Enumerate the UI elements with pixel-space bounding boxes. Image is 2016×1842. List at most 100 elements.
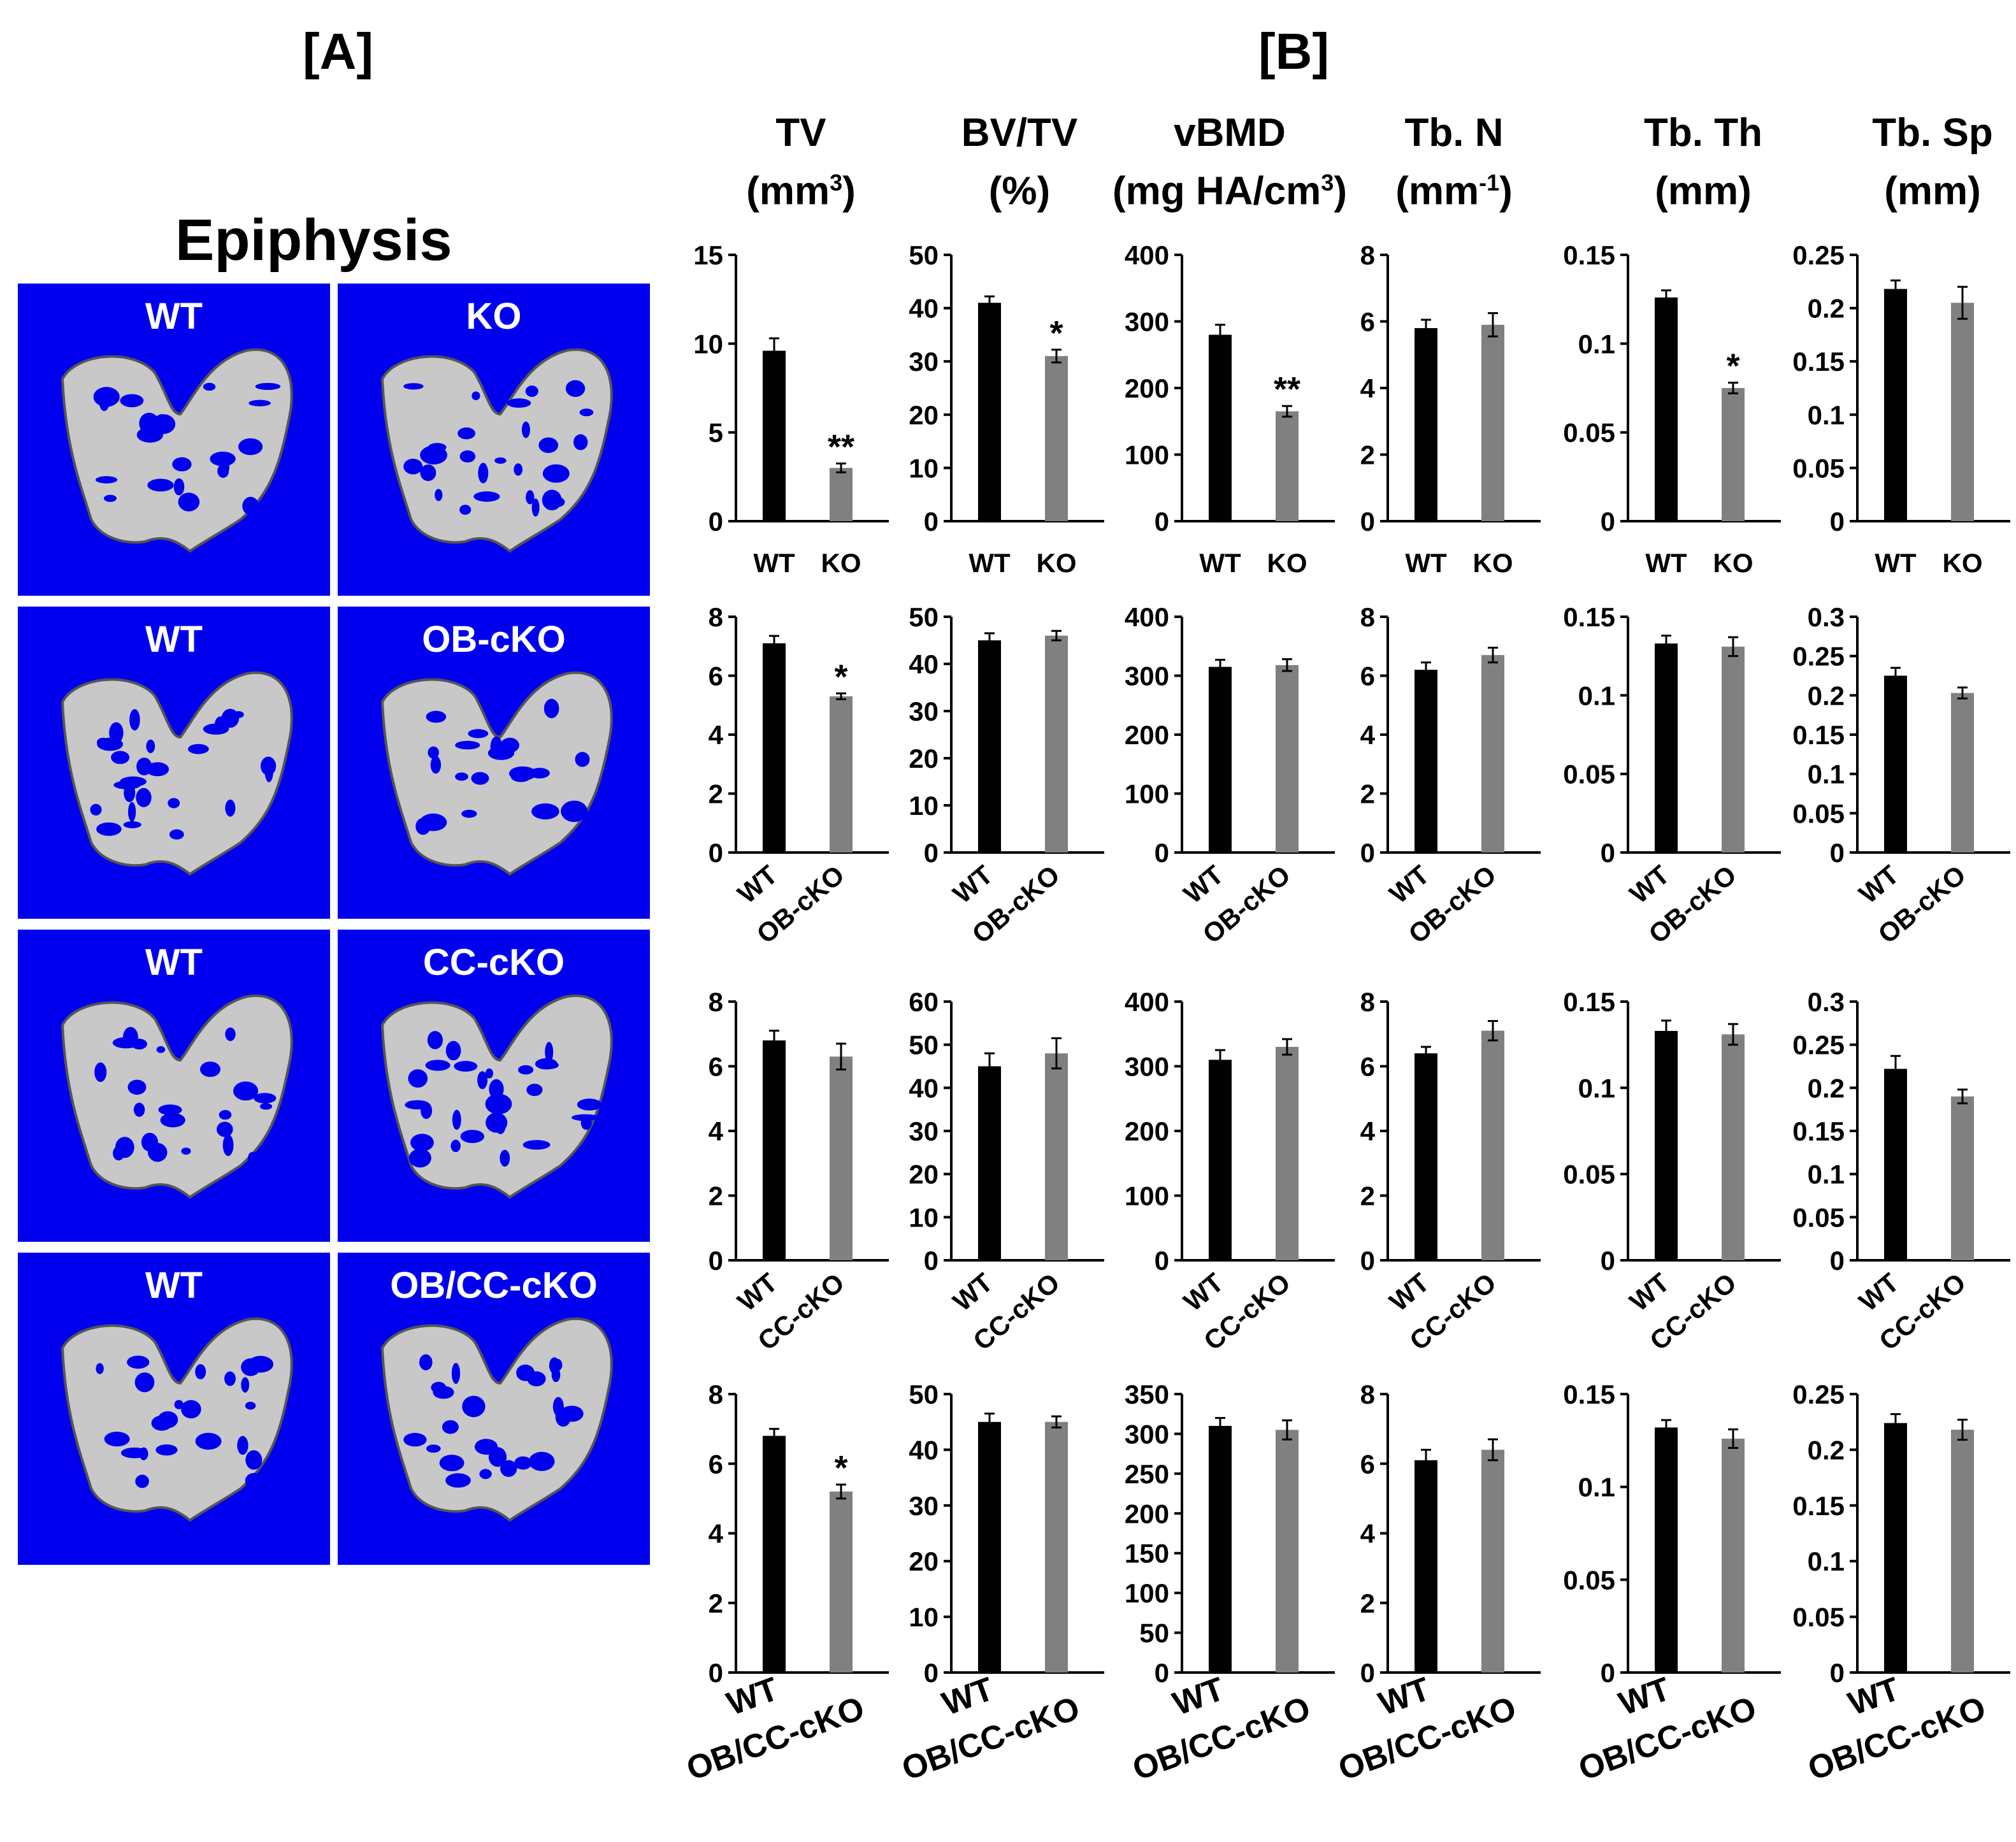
- bar: [978, 1421, 1001, 1673]
- category-label: KO: [1267, 548, 1307, 578]
- marrow-space: [254, 1093, 277, 1104]
- scan-image-wt-row2: WT: [18, 607, 330, 919]
- bar: [1951, 1096, 1974, 1260]
- marrow-space: [459, 450, 476, 463]
- bar: [1884, 1069, 1907, 1260]
- y-tick-label: 8: [1360, 240, 1375, 270]
- significance-marker: *: [1726, 347, 1739, 385]
- marrow-space: [261, 823, 280, 831]
- category-label: WT: [1405, 548, 1447, 578]
- y-tick-label: 2: [1360, 779, 1375, 809]
- marrow-space: [410, 1133, 434, 1152]
- y-tick-label: 100: [1125, 1181, 1169, 1211]
- category-label: WT: [947, 860, 998, 909]
- y-tick-label: 10: [909, 1202, 939, 1232]
- marrow-space: [134, 1372, 155, 1393]
- bar: [1481, 1450, 1504, 1673]
- marrow-space: [133, 1102, 145, 1117]
- y-tick-label: 0: [924, 838, 939, 868]
- y-tick-label: 300: [1125, 661, 1169, 691]
- heading-name: Tb. Sp: [1872, 111, 1993, 155]
- bar: [1415, 670, 1437, 853]
- y-tick-label: 50: [909, 240, 939, 270]
- bar: [1884, 289, 1907, 521]
- y-tick-label: 250: [1125, 1459, 1169, 1489]
- y-tick-label: 40: [909, 1073, 939, 1103]
- marrow-space: [266, 1135, 275, 1149]
- marrow-space: [181, 1400, 201, 1419]
- bar: [1722, 388, 1745, 521]
- y-tick-label: 0.05: [1792, 1602, 1845, 1632]
- y-tick-label: 4: [709, 1519, 724, 1549]
- marrow-space: [485, 1093, 512, 1114]
- y-tick-label: 0: [1830, 1658, 1845, 1688]
- y-tick-label: 0: [1360, 1246, 1375, 1276]
- bar: [1209, 1425, 1232, 1673]
- y-tick-label: 4: [1360, 1519, 1376, 1549]
- category-label: WT: [753, 548, 795, 578]
- y-tick-label: 2: [709, 1588, 723, 1618]
- marrow-space: [561, 800, 588, 823]
- marrow-space: [174, 1400, 184, 1409]
- marrow-space: [538, 437, 558, 453]
- marrow-space: [222, 1134, 234, 1156]
- scan-label: WT: [145, 296, 203, 337]
- marrow-space: [461, 809, 477, 818]
- y-tick-label: 20: [909, 744, 939, 773]
- marrow-space: [526, 1083, 543, 1097]
- y-tick-label: 0: [709, 838, 723, 868]
- y-tick-label: 0: [1830, 1246, 1845, 1276]
- marrow-space: [419, 813, 447, 831]
- marrow-space: [542, 464, 570, 483]
- y-tick-label: 0: [1830, 507, 1845, 536]
- marrow-space: [241, 1377, 250, 1393]
- marrow-space: [238, 438, 263, 456]
- bar: [830, 1056, 853, 1260]
- marrow-space: [459, 505, 472, 515]
- significance-marker: **: [828, 428, 854, 466]
- heading-unit: (mm): [1655, 169, 1752, 213]
- significance-marker: **: [1274, 370, 1300, 408]
- marrow-space: [259, 1103, 273, 1110]
- scan-label: OB-cKO: [422, 619, 566, 660]
- marrow-space: [455, 772, 468, 781]
- bar: [1722, 646, 1745, 853]
- marrow-space: [544, 698, 559, 719]
- marrow-space: [514, 463, 523, 476]
- marrow-space: [261, 756, 277, 776]
- marrow-space: [495, 1116, 506, 1135]
- scan-image-wt-row3: WT: [18, 930, 330, 1242]
- y-tick-label: 150: [1125, 1539, 1169, 1569]
- scan-label: WT: [145, 942, 203, 983]
- y-tick-label: 4: [1360, 720, 1376, 750]
- y-tick-label: 20: [909, 1160, 939, 1190]
- marrow-space: [219, 1110, 232, 1120]
- marrow-space: [518, 1065, 534, 1075]
- marrow-space: [428, 746, 439, 759]
- y-tick-label: 0: [709, 1246, 723, 1276]
- marrow-space: [468, 729, 489, 738]
- y-tick-label: 5: [709, 418, 723, 448]
- category-label: WT: [1875, 548, 1917, 578]
- bar: [830, 696, 853, 853]
- marrow-space: [426, 710, 447, 723]
- category-label: WT: [1168, 1671, 1229, 1723]
- category-label: WT: [937, 1671, 998, 1723]
- marrow-space: [460, 1130, 484, 1143]
- marrow-space: [160, 1112, 185, 1128]
- marrow-space: [168, 798, 180, 809]
- y-tick-label: 100: [1125, 1578, 1169, 1608]
- scan-label: OB/CC-cKO: [390, 1265, 598, 1306]
- marrow-space: [188, 744, 209, 754]
- marrow-space: [403, 1432, 427, 1447]
- y-tick-label: 300: [1125, 307, 1169, 337]
- marrow-space: [210, 451, 236, 466]
- bone-section-image: [380, 994, 613, 1199]
- marrow-space: [472, 391, 480, 400]
- marrow-space: [527, 1371, 546, 1386]
- y-tick-label: 0: [1601, 507, 1615, 536]
- y-tick-label: 0: [709, 507, 723, 536]
- y-tick-label: 0: [924, 1658, 939, 1688]
- marrow-space: [575, 752, 590, 767]
- marrow-space: [96, 822, 122, 836]
